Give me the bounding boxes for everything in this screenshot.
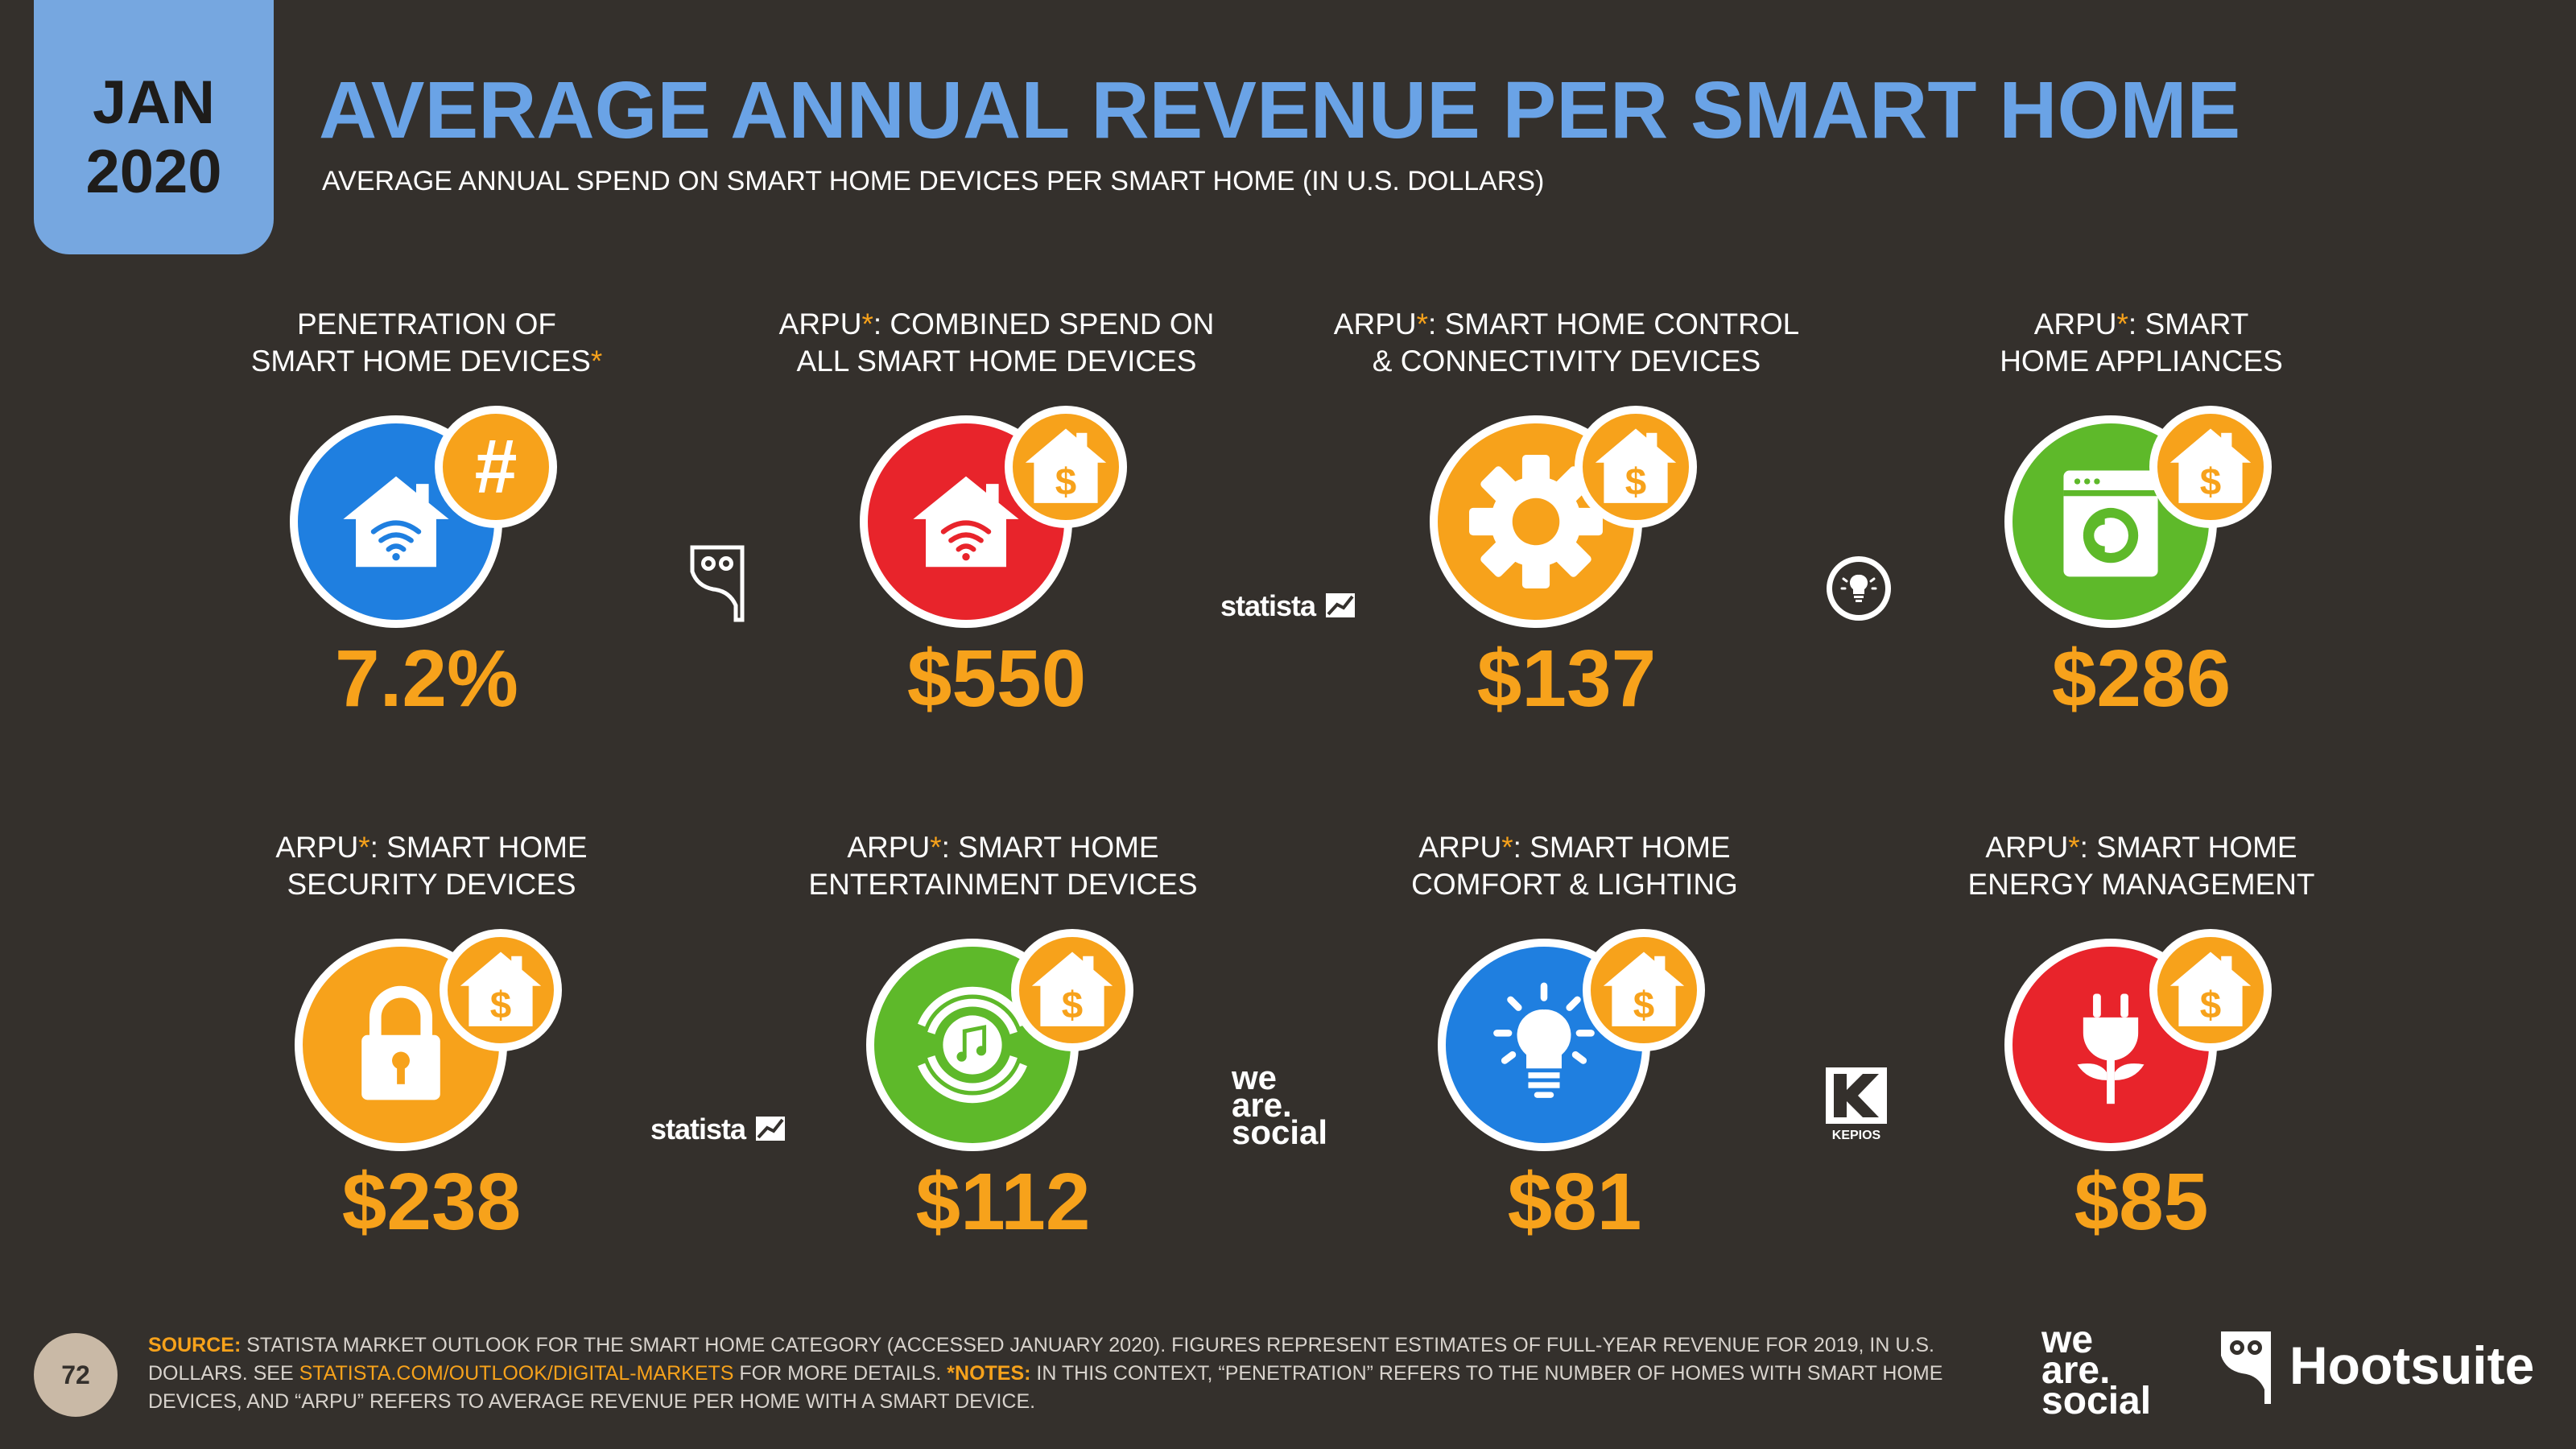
- stat-value: $238: [341, 1157, 522, 1247]
- lightbulb-badge-logo: [1823, 552, 1895, 629]
- hootsuite-owl-icon: [2221, 1331, 2271, 1404]
- we-are-social-logo: we are. social: [1232, 1059, 1328, 1151]
- stat-label: ARPU*: SMART HOME ENERGY MANAGEMENT: [1967, 831, 2315, 901]
- date-tab: JAN 2020: [34, 0, 274, 254]
- stat-label: ARPU*: COMBINED SPEND ON ALL SMART HOME …: [778, 308, 1215, 378]
- stat-value: $137: [1476, 634, 1657, 724]
- stat-value: $81: [1507, 1157, 1642, 1247]
- stat-card-security: ARPU*: SMART HOME SECURITY DEVICES $238: [182, 829, 681, 1312]
- stat-card-entertainment: ARPU*: SMART HOME ENTERTAINMENT DEVICES …: [753, 829, 1253, 1312]
- stat-card-appliances: ARPU*: SMART HOME APPLIANCES $286: [1892, 306, 2391, 789]
- statista-mark-icon: [756, 1117, 786, 1141]
- stat-card-penetration: PENETRATION OF SMART HOME DEVICES* 7.2%: [177, 306, 676, 789]
- house-dollar-icon: [1011, 929, 1133, 1051]
- source-link[interactable]: STATISTA.COM/OUTLOOK/DIGITAL-MARKETS: [299, 1362, 734, 1385]
- stat-label: ARPU*: SMART HOME ENTERTAINMENT DEVICES: [808, 831, 1198, 901]
- stat-label: PENETRATION OF SMART HOME DEVICES*: [250, 308, 603, 378]
- kepios-logo: KEPIOS: [1826, 1067, 1887, 1144]
- house-dollar-icon: [2149, 406, 2272, 528]
- footer-source-notes: SOURCE: STATISTA MARKET OUTLOOK FOR THE …: [148, 1334, 1943, 1413]
- stat-value: $550: [906, 634, 1087, 724]
- stat-card-control: ARPU*: SMART HOME CONTROL & CONNECTIVITY…: [1317, 306, 1816, 789]
- page-title: AVERAGE ANNUAL REVENUE PER SMART HOME: [319, 65, 2241, 155]
- stat-value: 7.2%: [335, 634, 518, 724]
- stat-card-energy: ARPU*: SMART HOME ENERGY MANAGEMENT $85: [1892, 829, 2391, 1312]
- house-dollar-icon: [1005, 406, 1127, 528]
- stat-value: $286: [2051, 634, 2231, 724]
- kepios-mark-icon: [1826, 1067, 1887, 1124]
- house-dollar-icon: [440, 929, 562, 1051]
- date-year: 2020: [85, 138, 222, 206]
- smart-home-wifi-icon: [860, 415, 1072, 628]
- house-dollar-icon: [2149, 929, 2272, 1051]
- page-subtitle: AVERAGE ANNUAL SPEND ON SMART HOME DEVIC…: [322, 166, 1545, 196]
- house-dollar-icon: [1583, 929, 1705, 1051]
- stat-card-comfort: ARPU*: SMART HOME COMFORT & LIGHTING: [1325, 829, 1824, 1312]
- stat-label: ARPU*: SMART HOME SECURITY DEVICES: [275, 831, 588, 901]
- statista-mark-icon: [1326, 593, 1356, 617]
- statista-logo: statista: [1220, 589, 1356, 623]
- hash-icon: [435, 406, 557, 528]
- hootsuite-owl-logo: [689, 544, 745, 629]
- date-month: JAN: [92, 68, 216, 137]
- statista-logo: statista: [650, 1113, 786, 1146]
- we-are-social-logo: we are. social: [2041, 1319, 2152, 1422]
- stat-label: ARPU*: SMART HOME CONTROL & CONNECTIVITY…: [1333, 308, 1800, 378]
- stat-card-combined: ARPU*: COMBINED SPEND ON ALL SMART HOME …: [747, 306, 1246, 789]
- stat-value: $85: [2074, 1157, 2209, 1247]
- stat-label: ARPU*: SMART HOME COMFORT & LIGHTING: [1411, 831, 1738, 901]
- stat-label: ARPU*: SMART HOME APPLIANCES: [2000, 308, 2283, 378]
- page-number: 72: [34, 1333, 118, 1417]
- stat-value: $112: [915, 1157, 1091, 1247]
- house-dollar-icon: [1575, 406, 1697, 528]
